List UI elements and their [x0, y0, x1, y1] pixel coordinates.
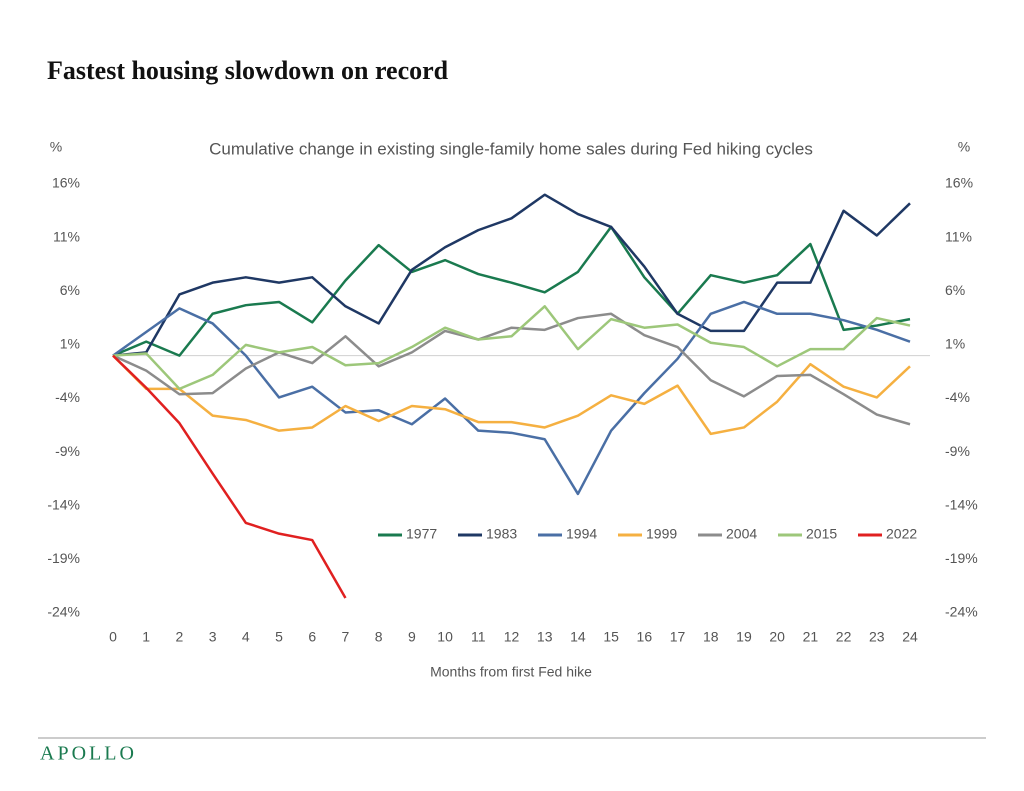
- legend-label: 2004: [726, 526, 757, 542]
- y2-unit: %: [958, 139, 970, 155]
- x-tick-label: 19: [736, 629, 752, 645]
- x-tick-label: 21: [803, 629, 819, 645]
- legend-label: 2022: [886, 526, 917, 542]
- x-tick-label: 3: [209, 629, 217, 645]
- series-line: [112, 225, 911, 357]
- y-tick-label: -24%: [47, 604, 80, 620]
- y-tick-label: 6%: [60, 282, 80, 298]
- x-tick-label: 13: [537, 629, 553, 645]
- y-tick-label: -14%: [47, 496, 80, 512]
- y2-tick-label: -24%: [945, 604, 978, 620]
- y-tick-label: -19%: [47, 550, 80, 566]
- series-line: [112, 312, 911, 426]
- y-unit: %: [50, 139, 62, 155]
- y2-tick-label: 1%: [945, 336, 965, 352]
- x-tick-label: 8: [375, 629, 383, 645]
- y2-tick-label: -9%: [945, 443, 970, 459]
- x-tick-label: 24: [902, 629, 918, 645]
- y2-tick-label: -14%: [945, 496, 978, 512]
- x-tick-label: 17: [670, 629, 686, 645]
- y-tick-label: 1%: [60, 336, 80, 352]
- x-axis-label: Months from first Fed hike: [430, 664, 592, 680]
- y2-tick-label: -4%: [945, 389, 970, 405]
- y-tick-label: 16%: [52, 175, 80, 191]
- x-tick-label: 6: [308, 629, 316, 645]
- x-tick-label: 23: [869, 629, 885, 645]
- legend-label: 1994: [566, 526, 597, 542]
- x-tick-label: 2: [176, 629, 184, 645]
- x-tick-label: 7: [342, 629, 350, 645]
- y2-tick-label: 11%: [945, 228, 972, 244]
- legend-label: 1983: [486, 526, 517, 542]
- y2-tick-label: 16%: [945, 175, 973, 191]
- x-tick-label: 20: [769, 629, 785, 645]
- series-line: [112, 300, 911, 496]
- x-tick-label: 0: [109, 629, 117, 645]
- y-tick-label: 11%: [53, 228, 80, 244]
- series-line: [112, 305, 911, 391]
- x-tick-label: 11: [471, 629, 486, 645]
- x-tick-label: 5: [275, 629, 283, 645]
- series-line: [112, 354, 911, 436]
- chart-subtitle: Cumulative change in existing single-fam…: [209, 139, 813, 158]
- x-tick-label: 4: [242, 629, 250, 645]
- x-tick-label: 22: [836, 629, 852, 645]
- y2-tick-label: -19%: [945, 550, 978, 566]
- legend-label: 2015: [806, 526, 837, 542]
- x-tick-label: 14: [570, 629, 586, 645]
- brand: APOLLO: [40, 743, 137, 765]
- x-tick-label: 1: [142, 629, 150, 645]
- x-tick-label: 15: [603, 629, 619, 645]
- x-tick-label: 18: [703, 629, 719, 645]
- x-tick-label: 10: [437, 629, 453, 645]
- y-tick-label: -9%: [55, 443, 80, 459]
- legend-label: 1977: [406, 526, 437, 542]
- legend-label: 1999: [646, 526, 677, 542]
- x-tick-label: 12: [504, 629, 520, 645]
- y2-tick-label: 6%: [945, 282, 965, 298]
- y-tick-label: -4%: [55, 389, 80, 405]
- series-line: [112, 193, 911, 357]
- x-tick-label: 9: [408, 629, 416, 645]
- series-line: [112, 354, 347, 599]
- x-tick-label: 16: [637, 629, 653, 645]
- chart-title: Fastest housing slowdown on record: [47, 56, 449, 85]
